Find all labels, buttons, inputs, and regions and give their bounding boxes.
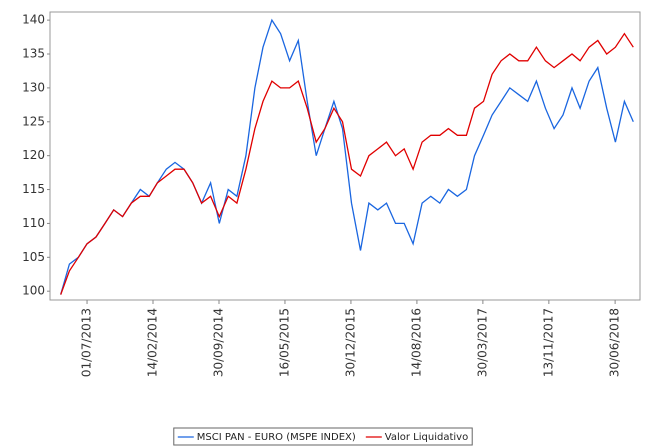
y-tick-label: 120 (22, 148, 45, 162)
y-tick-label: 105 (22, 250, 45, 264)
x-tick-label: 13/11/2017 (541, 308, 555, 377)
x-tick-label: 01/07/2013 (80, 308, 94, 377)
x-tick-label: 14/02/2014 (146, 308, 160, 377)
series-line (60, 18, 634, 295)
x-tick-label: 16/05/2015 (277, 308, 291, 377)
legend-label: MSCI PAN - EURO (MSPE INDEX) (197, 432, 356, 443)
y-tick-label: 110 (22, 216, 45, 230)
y-tick-label: 125 (22, 114, 45, 128)
y-tick-label: 100 (22, 284, 45, 298)
x-tick-label: 30/09/2014 (211, 308, 225, 377)
x-tick-label: 30/12/2015 (343, 308, 357, 377)
legend: MSCI PAN - EURO (MSPE INDEX) Valor Liquid… (173, 427, 473, 446)
legend-box (173, 427, 473, 446)
y-tick-label: 115 (22, 182, 45, 196)
y-tick-label: 135 (22, 47, 45, 61)
x-tick-label: 30/03/2017 (475, 308, 489, 377)
legend-label: Valor Liquidativo (385, 432, 468, 443)
series-line (60, 32, 634, 295)
y-tick-label: 140 (22, 13, 45, 27)
x-tick-label: 30/06/2018 (608, 308, 622, 377)
plot-frame (49, 11, 641, 301)
y-tick-label: 130 (22, 80, 45, 94)
x-tick-label: 14/08/2016 (409, 308, 423, 377)
